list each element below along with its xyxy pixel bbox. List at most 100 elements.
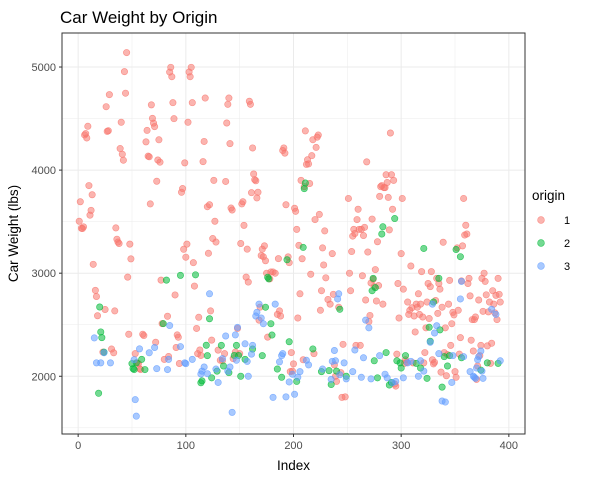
data-point-origin-3	[100, 349, 108, 357]
data-point-origin-1	[224, 100, 232, 108]
data-point-origin-1	[171, 291, 179, 299]
data-point-origin-1	[368, 215, 376, 223]
data-point-origin-3	[477, 347, 485, 355]
data-point-origin-1	[289, 360, 297, 368]
data-point-origin-1	[186, 73, 194, 81]
data-point-origin-1	[446, 276, 454, 284]
data-point-origin-3	[407, 357, 415, 365]
data-point-origin-1	[427, 268, 435, 276]
data-point-origin-2	[371, 284, 379, 292]
data-point-origin-3	[392, 377, 400, 385]
data-point-origin-3	[188, 355, 196, 363]
data-point-origin-3	[431, 329, 439, 337]
data-point-origin-3	[90, 334, 98, 342]
data-point-origin-2	[138, 355, 146, 363]
data-point-origin-1	[326, 300, 334, 308]
data-point-origin-1	[250, 170, 258, 178]
data-point-origin-1	[393, 350, 401, 358]
data-point-origin-1	[76, 198, 84, 206]
legend-label-3: 3	[564, 261, 570, 273]
y-tick-label: 5000	[32, 62, 56, 74]
data-point-origin-3	[327, 375, 335, 383]
data-point-origin-2	[217, 341, 225, 349]
data-point-origin-1	[184, 118, 192, 126]
data-point-origin-3	[478, 367, 486, 375]
data-point-origin-1	[115, 239, 123, 247]
data-point-origin-1	[354, 205, 362, 213]
chart-title: Car Weight by Origin	[60, 8, 217, 27]
data-point-origin-3	[206, 290, 214, 298]
data-point-origin-3	[479, 374, 487, 382]
data-point-origin-3	[342, 375, 350, 383]
y-tick-label: 4000	[32, 165, 56, 177]
data-point-origin-2	[98, 334, 106, 342]
data-point-origin-1	[80, 223, 88, 231]
data-point-origin-1	[450, 311, 458, 319]
data-point-origin-1	[361, 223, 369, 231]
data-point-origin-1	[407, 262, 415, 270]
x-tick-label: 400	[500, 440, 518, 452]
data-point-origin-1	[358, 272, 366, 280]
data-point-origin-1	[395, 314, 403, 322]
data-point-origin-1	[167, 63, 175, 71]
data-point-origin-3	[218, 355, 226, 363]
data-point-origin-2	[423, 374, 431, 382]
data-point-origin-1	[359, 232, 367, 240]
data-point-origin-3	[151, 344, 159, 352]
data-point-origin-3	[296, 368, 304, 376]
data-point-origin-1	[122, 89, 130, 97]
data-point-origin-3	[426, 338, 434, 346]
data-point-origin-2	[301, 179, 309, 187]
data-point-origin-2	[425, 323, 433, 331]
data-point-origin-1	[179, 185, 187, 193]
data-point-origin-2	[378, 230, 386, 238]
data-point-origin-2	[452, 245, 460, 253]
data-point-origin-1	[240, 221, 248, 229]
data-point-origin-3	[383, 374, 391, 382]
data-point-origin-1	[210, 176, 218, 184]
data-point-origin-1	[495, 290, 503, 298]
data-point-origin-2	[379, 223, 387, 231]
data-point-origin-1	[237, 239, 245, 247]
data-point-origin-2	[267, 320, 275, 328]
data-point-origin-1	[311, 216, 319, 224]
data-point-origin-3	[269, 393, 277, 401]
data-point-origin-1	[143, 126, 151, 134]
data-point-origin-3	[176, 343, 184, 351]
data-point-origin-1	[437, 368, 445, 376]
data-point-origin-1	[92, 292, 100, 300]
data-point-origin-1	[452, 373, 460, 381]
data-point-origin-2	[397, 364, 405, 372]
data-point-origin-1	[180, 245, 188, 253]
data-point-origin-2	[220, 362, 228, 370]
data-point-origin-3	[226, 363, 234, 371]
data-point-origin-3	[130, 356, 138, 364]
y-axis-title: Car Weight (lbs)	[6, 185, 21, 282]
data-point-origin-3	[285, 378, 293, 386]
data-point-origin-3	[460, 353, 468, 361]
data-point-origin-3	[232, 356, 240, 364]
data-point-origin-1	[363, 158, 371, 166]
data-point-origin-1	[425, 315, 433, 323]
data-point-origin-2	[232, 341, 240, 349]
data-point-origin-1	[123, 49, 131, 57]
data-point-origin-1	[204, 249, 212, 257]
data-point-origin-1	[341, 393, 349, 401]
data-point-origin-2	[202, 341, 210, 349]
data-point-origin-1	[228, 206, 236, 214]
data-point-origin-1	[223, 119, 231, 127]
data-point-origin-3	[279, 350, 287, 358]
data-point-origin-1	[274, 255, 282, 263]
data-point-origin-1	[85, 182, 93, 190]
data-point-origin-1	[183, 240, 191, 248]
x-tick-label: 100	[177, 440, 195, 452]
data-point-origin-1	[376, 192, 384, 200]
data-point-origin-3	[106, 359, 114, 367]
data-point-origin-3	[376, 352, 384, 360]
data-point-origin-1	[482, 291, 490, 299]
data-point-origin-1	[439, 238, 447, 246]
data-point-origin-3	[357, 373, 365, 381]
data-point-origin-3	[248, 350, 256, 358]
data-point-origin-1	[488, 339, 496, 347]
data-point-origin-1	[281, 149, 289, 157]
